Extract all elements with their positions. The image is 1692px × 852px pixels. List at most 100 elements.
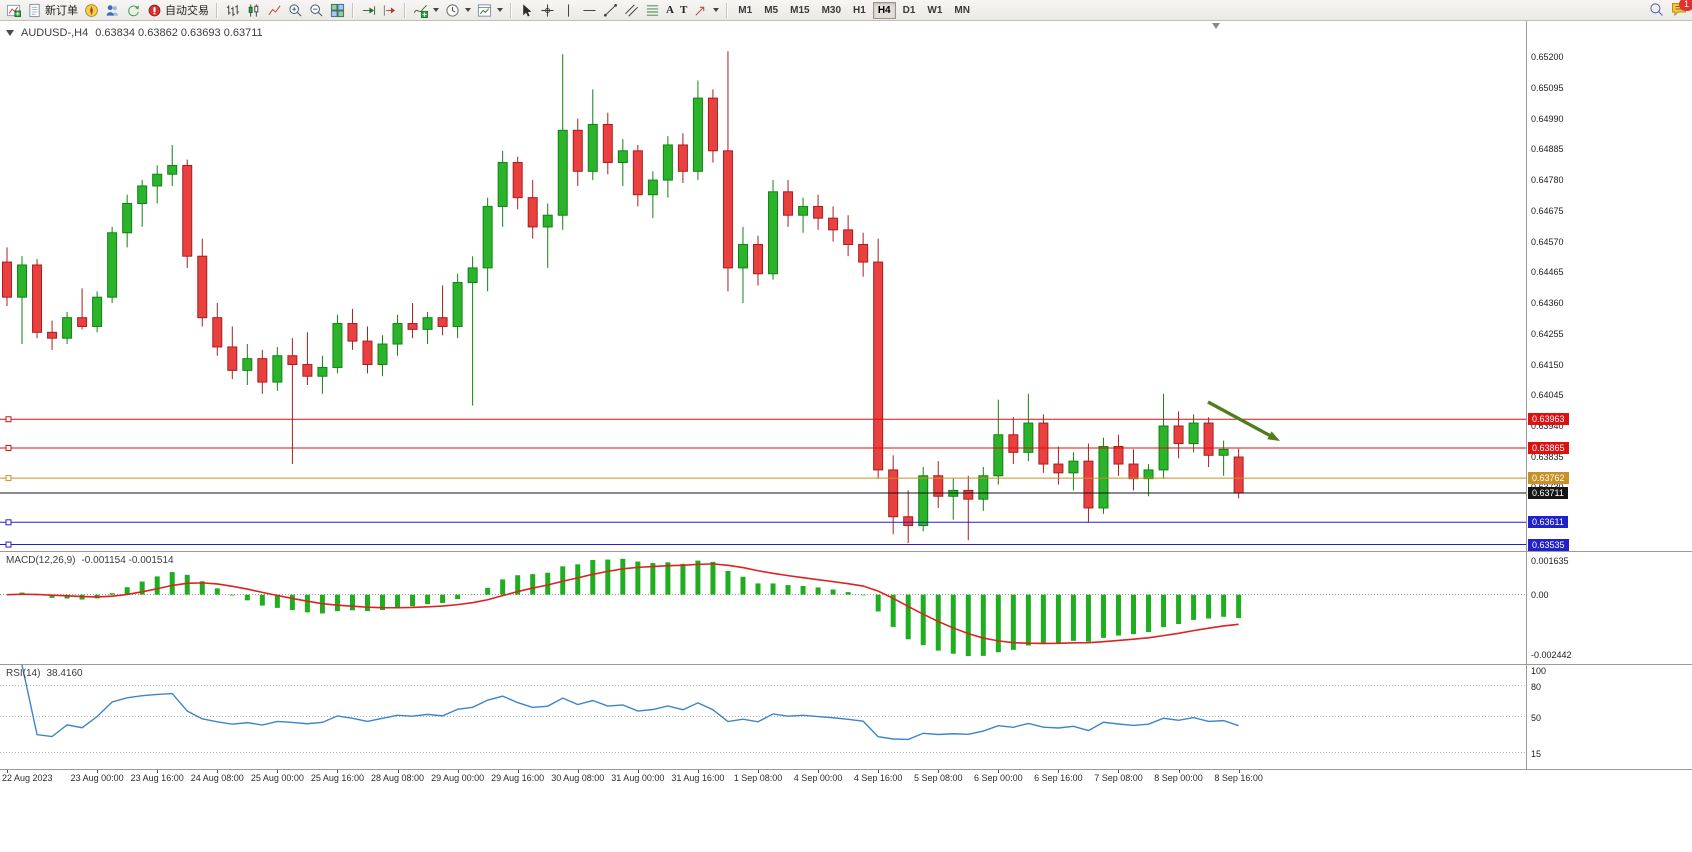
timeframe-d1-button[interactable]: D1 (902, 4, 916, 16)
fibonacci-tool-button[interactable] (642, 0, 663, 20)
pane-separator (0, 769, 1692, 770)
time-axis-label: 23 Aug 00:00 (70, 773, 124, 783)
vertical-line-tool-button[interactable] (558, 0, 579, 20)
rsi-axis-label: 100 (1531, 666, 1547, 676)
horizontal-line[interactable] (0, 416, 1526, 423)
line-handle[interactable] (5, 541, 12, 548)
price-line-tag: 0.63611 (1528, 516, 1568, 529)
new-order-icon (27, 3, 42, 18)
notification-badge: 1 (1679, 0, 1692, 11)
trendline-tool-button[interactable] (600, 0, 621, 20)
auto-scroll-icon (361, 3, 376, 18)
rsi-pane-canvas[interactable] (0, 665, 1526, 768)
timeframe-m15-button[interactable]: M15 (790, 4, 810, 16)
price-axis-label: 0.64780 (1531, 175, 1564, 186)
crosshair-tool-button[interactable] (537, 0, 558, 20)
timeframe-m1-button[interactable]: M1 (738, 4, 753, 16)
caret-down-icon (433, 8, 439, 12)
chart-shift-button[interactable] (379, 0, 400, 20)
bid-price-tag: 0.63711 (1528, 487, 1568, 500)
timeframe-m5-button[interactable]: M5 (764, 4, 779, 16)
timeframe-h4-button[interactable]: H4 (872, 1, 896, 19)
timeframe-w1-button[interactable]: W1 (927, 4, 943, 16)
time-axis-label: 25 Aug 00:00 (250, 773, 304, 783)
refresh-button[interactable] (123, 0, 144, 20)
compass-icon (84, 3, 99, 18)
cursor-tool-button[interactable] (516, 0, 537, 20)
line-handle[interactable] (5, 444, 12, 451)
chart-menu-triangle-icon[interactable] (6, 30, 14, 36)
indicators-button[interactable] (410, 0, 442, 20)
notifications-button[interactable]: 1 (1671, 0, 1692, 17)
time-axis-label: 31 Aug 16:00 (671, 773, 725, 783)
text-tool-button[interactable]: A (663, 0, 677, 20)
time-axis-label: 6 Sep 00:00 (974, 773, 1023, 783)
time-axis-tick (697, 770, 699, 773)
rsi-name: RSI(14) (6, 668, 41, 679)
time-axis-label: 1 Sep 08:00 (733, 773, 783, 783)
time-axis-tick (277, 770, 279, 773)
macd-signal-line (6, 563, 1239, 645)
time-axis-label: 29 Aug 16:00 (491, 773, 545, 783)
auto-scroll-button[interactable] (358, 0, 379, 20)
zoom-in-button[interactable] (285, 0, 306, 20)
new-order-button[interactable]: 新订单 (24, 0, 81, 20)
time-axis-label: 7 Sep 08:00 (1094, 773, 1143, 783)
macd-pane-canvas[interactable] (0, 552, 1526, 663)
rsi-value: 38.4160 (46, 668, 83, 679)
macd-indicator-label: MACD(12,26,9) -0.001154 -0.001514 (6, 555, 174, 566)
candlestick-mode-button[interactable] (243, 0, 264, 20)
time-axis-label: 31 Aug 00:00 (611, 773, 665, 783)
line-handle[interactable] (5, 475, 12, 482)
new-order-label: 新订单 (45, 5, 78, 17)
time-axis-tick (97, 770, 99, 773)
time-axis-tick (457, 770, 459, 773)
timeframe-h1-button[interactable]: H1 (853, 4, 866, 16)
arrows-tool-button[interactable] (690, 0, 722, 20)
line-chart-mode-button[interactable] (264, 0, 285, 20)
new-chart-button[interactable] (3, 0, 24, 20)
time-axis-label: 5 Sep 08:00 (913, 773, 963, 783)
zoom-out-icon (309, 3, 324, 18)
text-tool-label: A (666, 4, 674, 16)
time-axis-label: 24 Aug 08:00 (190, 773, 244, 783)
chart-shift-marker (1212, 23, 1220, 29)
pane-separator[interactable] (0, 664, 1692, 665)
equidistant-channel-tool-button[interactable] (621, 0, 642, 20)
line-handle[interactable] (5, 519, 12, 526)
search-button[interactable] (1649, 2, 1664, 17)
trend-arrow-annotation[interactable] (1207, 400, 1280, 441)
templates-button[interactable] (474, 0, 506, 20)
label-tool-button[interactable]: T (677, 0, 690, 20)
rsi-axis-label: 80 (1531, 681, 1542, 692)
horizontal-line[interactable] (0, 475, 1526, 482)
zoom-out-button[interactable] (306, 0, 327, 20)
price-axis-label: 0.64255 (1531, 328, 1564, 339)
timeframe-m30-button[interactable]: M30 (821, 4, 842, 16)
price-chart-canvas[interactable] (0, 22, 1526, 551)
price-axis-label: 0.64885 (1531, 144, 1564, 155)
metaeditor-button[interactable] (81, 0, 102, 20)
price-line-tag: 0.63963 (1528, 413, 1569, 426)
channel-icon (624, 3, 639, 18)
autotrading-button[interactable]: 自动交易 (144, 0, 212, 20)
timeframe-mn-button[interactable]: MN (954, 4, 970, 16)
horizontal-line[interactable] (0, 519, 1526, 526)
rsi-indicator-label: RSI(14) 38.4160 (6, 668, 83, 679)
periods-button[interactable] (442, 0, 474, 20)
shapes-icon (693, 3, 708, 18)
time-axis-tick (217, 770, 219, 773)
line-handle[interactable] (5, 416, 12, 423)
horizontal-line-tool-button[interactable] (579, 0, 600, 20)
horizontal-line[interactable] (0, 541, 1526, 548)
horizontal-line[interactable] (0, 444, 1526, 451)
tile-windows-button[interactable] (327, 0, 348, 20)
pane-separator[interactable] (0, 551, 1692, 552)
price-axis-label: 0.63940 (1531, 420, 1564, 431)
bar-chart-mode-button[interactable] (222, 0, 243, 20)
profiles-button[interactable] (102, 0, 123, 20)
price-axis-label: 0.64570 (1531, 236, 1564, 247)
time-axis-label: 4 Sep 16:00 (853, 773, 903, 783)
label-tool-label: T (679, 4, 688, 16)
